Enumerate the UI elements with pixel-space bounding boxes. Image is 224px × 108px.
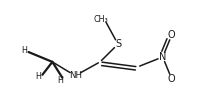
- Text: O: O: [168, 30, 175, 40]
- Text: CH₃: CH₃: [94, 15, 108, 24]
- Text: O: O: [168, 74, 175, 84]
- Text: S: S: [115, 39, 121, 49]
- Text: NH: NH: [69, 71, 82, 80]
- Text: H: H: [57, 76, 63, 85]
- Text: H: H: [36, 72, 41, 81]
- Text: N: N: [159, 52, 166, 62]
- Text: H: H: [22, 46, 28, 55]
